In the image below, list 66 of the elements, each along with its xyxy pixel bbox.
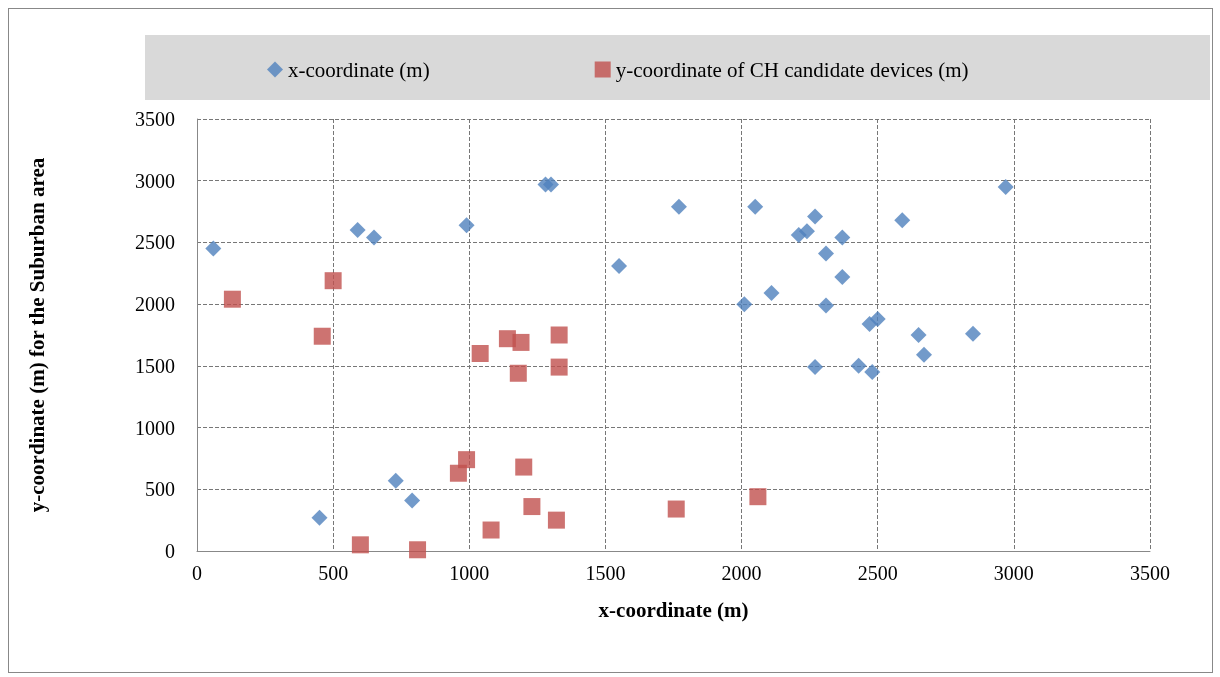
point xyxy=(736,296,753,313)
point xyxy=(449,464,467,482)
point xyxy=(916,346,932,363)
point xyxy=(523,498,541,516)
point xyxy=(817,245,834,262)
point xyxy=(458,451,476,469)
point xyxy=(550,358,568,376)
point xyxy=(747,198,764,215)
point xyxy=(807,208,824,225)
point xyxy=(611,257,628,274)
point xyxy=(834,229,851,246)
point xyxy=(667,500,685,518)
point xyxy=(817,297,834,314)
point xyxy=(550,326,568,344)
y-tick-label: 500 xyxy=(145,478,175,501)
x-tick-label: 1000 xyxy=(449,562,490,584)
y-tick-label: 1500 xyxy=(135,354,175,377)
y-tick-label: 2500 xyxy=(135,231,175,254)
y-axis-title: y-coordinate (m) for the Suburban area xyxy=(24,157,49,513)
point xyxy=(404,492,421,509)
point xyxy=(482,521,500,539)
point xyxy=(365,229,382,246)
point xyxy=(223,290,241,308)
y-tick-label: 3000 xyxy=(135,169,175,192)
point xyxy=(351,536,369,554)
point xyxy=(834,268,851,285)
point xyxy=(894,212,911,229)
y-tick-label: 1000 xyxy=(135,416,175,439)
point xyxy=(409,541,427,559)
point xyxy=(512,333,530,351)
point xyxy=(387,472,404,489)
point xyxy=(547,511,565,529)
y-tick-label: 2000 xyxy=(135,293,175,316)
point xyxy=(798,223,815,240)
x-tick-label: 1500 xyxy=(585,562,626,584)
point xyxy=(542,176,559,193)
point xyxy=(749,488,767,506)
legend-label: x-coordinate (m) xyxy=(288,57,430,82)
point xyxy=(509,364,527,382)
y-tick-label: 0 xyxy=(165,540,175,562)
x-tick-label: 0 xyxy=(192,562,202,584)
point xyxy=(910,327,927,343)
x-tick-label: 2500 xyxy=(857,562,898,584)
point xyxy=(869,310,886,327)
y-tick-label: 3500 xyxy=(135,108,175,130)
point xyxy=(349,222,366,239)
point xyxy=(997,178,1014,195)
point xyxy=(458,217,475,234)
point xyxy=(965,325,982,342)
x-tick-label: 2000 xyxy=(721,562,762,584)
point xyxy=(670,198,687,215)
point xyxy=(807,359,824,376)
point xyxy=(864,364,881,381)
point xyxy=(311,509,328,526)
point xyxy=(471,345,489,363)
point xyxy=(324,272,342,290)
point xyxy=(205,240,222,257)
point xyxy=(763,285,780,302)
x-tick-label: 3500 xyxy=(1130,562,1170,584)
legend-label: y-coordinate of CH candidate devices (m) xyxy=(615,57,969,82)
point xyxy=(850,357,867,374)
point xyxy=(313,327,331,345)
x-tick-label: 3000 xyxy=(993,562,1034,584)
point xyxy=(515,458,533,476)
x-axis-title: x-coordinate (m) xyxy=(598,597,749,622)
x-tick-label: 500 xyxy=(318,562,349,584)
